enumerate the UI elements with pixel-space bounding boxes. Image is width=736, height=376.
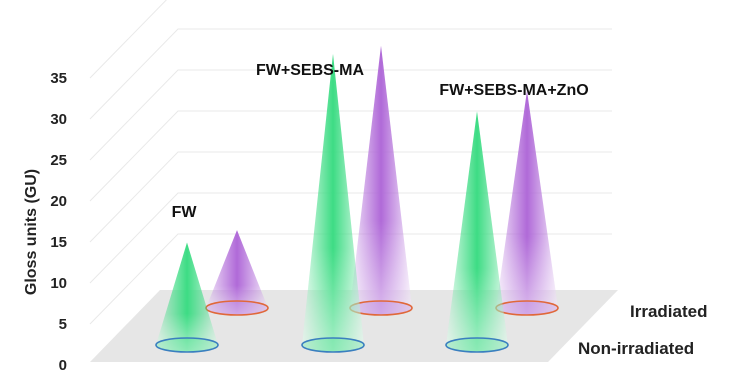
cone-fade	[496, 90, 558, 315]
cones	[155, 45, 559, 353]
series-label-non-irradiated: Non-irradiated	[578, 339, 694, 358]
cone-fade	[156, 242, 218, 352]
cone	[301, 53, 365, 353]
category-label-fw-sebs-ma: FW+SEBS-MA	[256, 62, 364, 79]
gridline	[89, 151, 612, 243]
cone	[155, 242, 219, 353]
cone-base-rim	[495, 300, 559, 316]
cone-fade	[350, 45, 412, 315]
cone-base-rim	[445, 337, 509, 353]
y-tick-label: 5	[59, 316, 67, 333]
cone	[495, 90, 559, 316]
category-label-fw-sebs-ma-zno: FW+SEBS-MA+ZnO	[439, 82, 588, 99]
category-label-fw: FW	[172, 204, 198, 221]
cone-base-rim	[155, 337, 219, 353]
cone-fade	[446, 111, 508, 352]
y-tick-label: 20	[50, 193, 67, 210]
cone	[205, 230, 269, 316]
gridline	[89, 110, 612, 202]
y-tick-label: 35	[50, 70, 67, 87]
gridline	[89, 28, 612, 120]
cone	[349, 45, 413, 316]
y-tick-label: 0	[59, 357, 67, 374]
y-axis-ticks: 0 5 10 15 20 25 30 35	[50, 70, 67, 374]
y-tick-label: 25	[50, 152, 67, 169]
y-tick-label: 15	[50, 234, 67, 251]
y-axis-label: Gloss units (GU)	[23, 169, 40, 295]
y-tick-label: 30	[50, 111, 67, 128]
cone	[445, 111, 509, 353]
gridline	[89, 0, 167, 79]
cone-base-rim	[301, 337, 365, 353]
cone-fade	[302, 53, 364, 353]
y-tick-label: 10	[50, 275, 67, 292]
cone-base-rim	[205, 300, 269, 316]
gridline	[89, 69, 612, 161]
series-label-irradiated: Irradiated	[630, 302, 707, 321]
cone-fade	[206, 230, 268, 315]
